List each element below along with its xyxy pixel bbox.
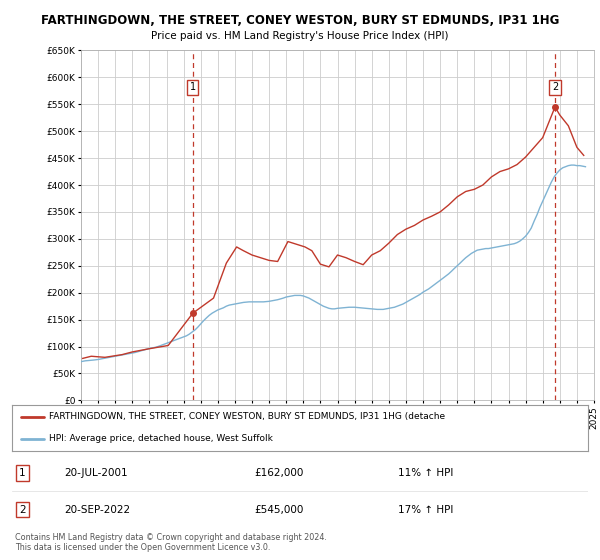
Text: £162,000: £162,000 xyxy=(254,468,303,478)
Text: 17% ↑ HPI: 17% ↑ HPI xyxy=(398,505,453,515)
Text: Contains HM Land Registry data © Crown copyright and database right 2024.: Contains HM Land Registry data © Crown c… xyxy=(15,533,327,542)
Text: 1: 1 xyxy=(19,468,26,478)
Text: 11% ↑ HPI: 11% ↑ HPI xyxy=(398,468,453,478)
Text: 2: 2 xyxy=(19,505,26,515)
Text: HPI: Average price, detached house, West Suffolk: HPI: Average price, detached house, West… xyxy=(49,435,274,444)
Text: 20-SEP-2022: 20-SEP-2022 xyxy=(64,505,130,515)
Text: 20-JUL-2001: 20-JUL-2001 xyxy=(64,468,127,478)
Text: FARTHINGDOWN, THE STREET, CONEY WESTON, BURY ST EDMUNDS, IP31 1HG: FARTHINGDOWN, THE STREET, CONEY WESTON, … xyxy=(41,14,559,27)
Text: This data is licensed under the Open Government Licence v3.0.: This data is licensed under the Open Gov… xyxy=(15,543,271,552)
Text: Price paid vs. HM Land Registry's House Price Index (HPI): Price paid vs. HM Land Registry's House … xyxy=(151,31,449,41)
Text: 1: 1 xyxy=(190,82,196,92)
Text: FARTHINGDOWN, THE STREET, CONEY WESTON, BURY ST EDMUNDS, IP31 1HG (detache: FARTHINGDOWN, THE STREET, CONEY WESTON, … xyxy=(49,412,446,421)
Text: 2: 2 xyxy=(552,82,558,92)
Text: £545,000: £545,000 xyxy=(254,505,303,515)
